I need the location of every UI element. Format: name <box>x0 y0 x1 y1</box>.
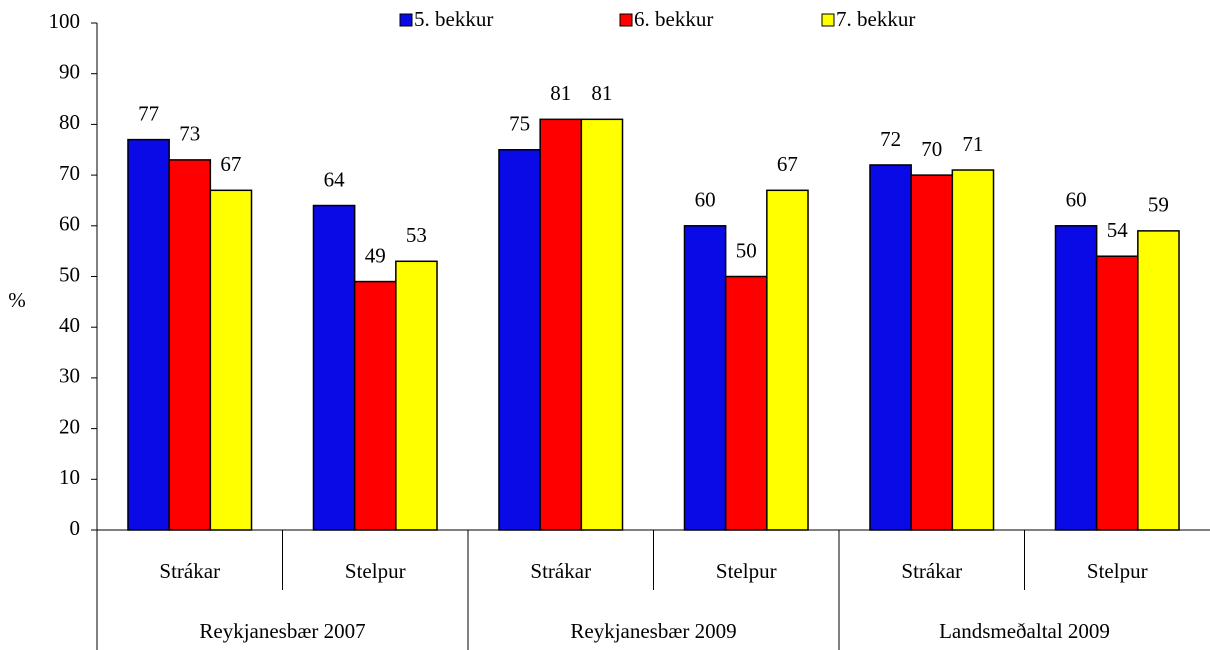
y-tick-label: 20 <box>59 414 80 438</box>
y-tick-label: 50 <box>59 262 80 286</box>
value-label: 67 <box>777 152 798 176</box>
value-label: 73 <box>179 122 200 146</box>
bar <box>353 280 397 531</box>
bar <box>498 149 541 531</box>
value-label: 60 <box>1066 188 1087 212</box>
value-label: 81 <box>591 81 612 105</box>
bar <box>127 138 170 531</box>
y-tick-label: 90 <box>59 60 80 84</box>
value-label: 49 <box>365 243 386 267</box>
value-label: 77 <box>138 101 159 125</box>
bar <box>539 118 583 531</box>
x-tick-label: Stelpur <box>1087 559 1148 583</box>
bar <box>1137 230 1180 531</box>
bar <box>580 118 624 531</box>
value-label: 71 <box>962 132 983 156</box>
y-tick-label: 80 <box>59 110 80 134</box>
y-tick-label: 100 <box>49 9 81 33</box>
y-tick-label: 30 <box>59 364 80 388</box>
bar <box>910 174 954 531</box>
value-label: 81 <box>550 81 571 105</box>
x-tick-label: Strákar <box>159 559 220 583</box>
value-label: 64 <box>324 167 346 191</box>
bar <box>869 164 912 531</box>
legend-label: 5. bekkur <box>414 7 493 31</box>
value-label: 60 <box>695 188 716 212</box>
bar <box>951 169 995 531</box>
value-label: 59 <box>1148 193 1169 217</box>
legend-swatch <box>619 13 633 27</box>
legend-swatch <box>821 13 835 27</box>
bar <box>209 189 253 531</box>
bar <box>724 275 768 531</box>
value-label: 67 <box>220 152 241 176</box>
bar <box>766 189 809 531</box>
y-tick-label: 60 <box>59 212 80 236</box>
legend-swatch <box>399 13 413 27</box>
value-label: 50 <box>736 238 757 262</box>
y-axis-label: % <box>8 288 26 312</box>
bar <box>312 204 356 531</box>
x-tick-label: Stelpur <box>345 559 406 583</box>
bar <box>395 260 438 531</box>
group-label: Reykjanesbær 2007 <box>199 619 365 643</box>
bar <box>683 225 727 531</box>
legend-label: 7. bekkur <box>836 7 915 31</box>
x-tick-label: Stelpur <box>716 559 777 583</box>
value-label: 54 <box>1107 218 1129 242</box>
value-label: 53 <box>406 223 427 247</box>
y-tick-label: 40 <box>59 313 80 337</box>
y-tick-label: 70 <box>59 161 80 185</box>
x-tick-label: Strákar <box>530 559 591 583</box>
y-tick-label: 0 <box>70 516 81 540</box>
legend-label: 6. bekkur <box>634 7 713 31</box>
group-label: Reykjanesbær 2009 <box>570 619 736 643</box>
bar <box>1095 255 1139 531</box>
bar <box>1054 225 1098 531</box>
value-label: 70 <box>921 137 942 161</box>
value-label: 75 <box>509 112 530 136</box>
y-tick-label: 10 <box>59 465 80 489</box>
group-label: Landsmeðaltal 2009 <box>939 619 1110 643</box>
bar <box>168 159 212 531</box>
x-tick-label: Strákar <box>901 559 962 583</box>
value-label: 72 <box>880 127 901 151</box>
